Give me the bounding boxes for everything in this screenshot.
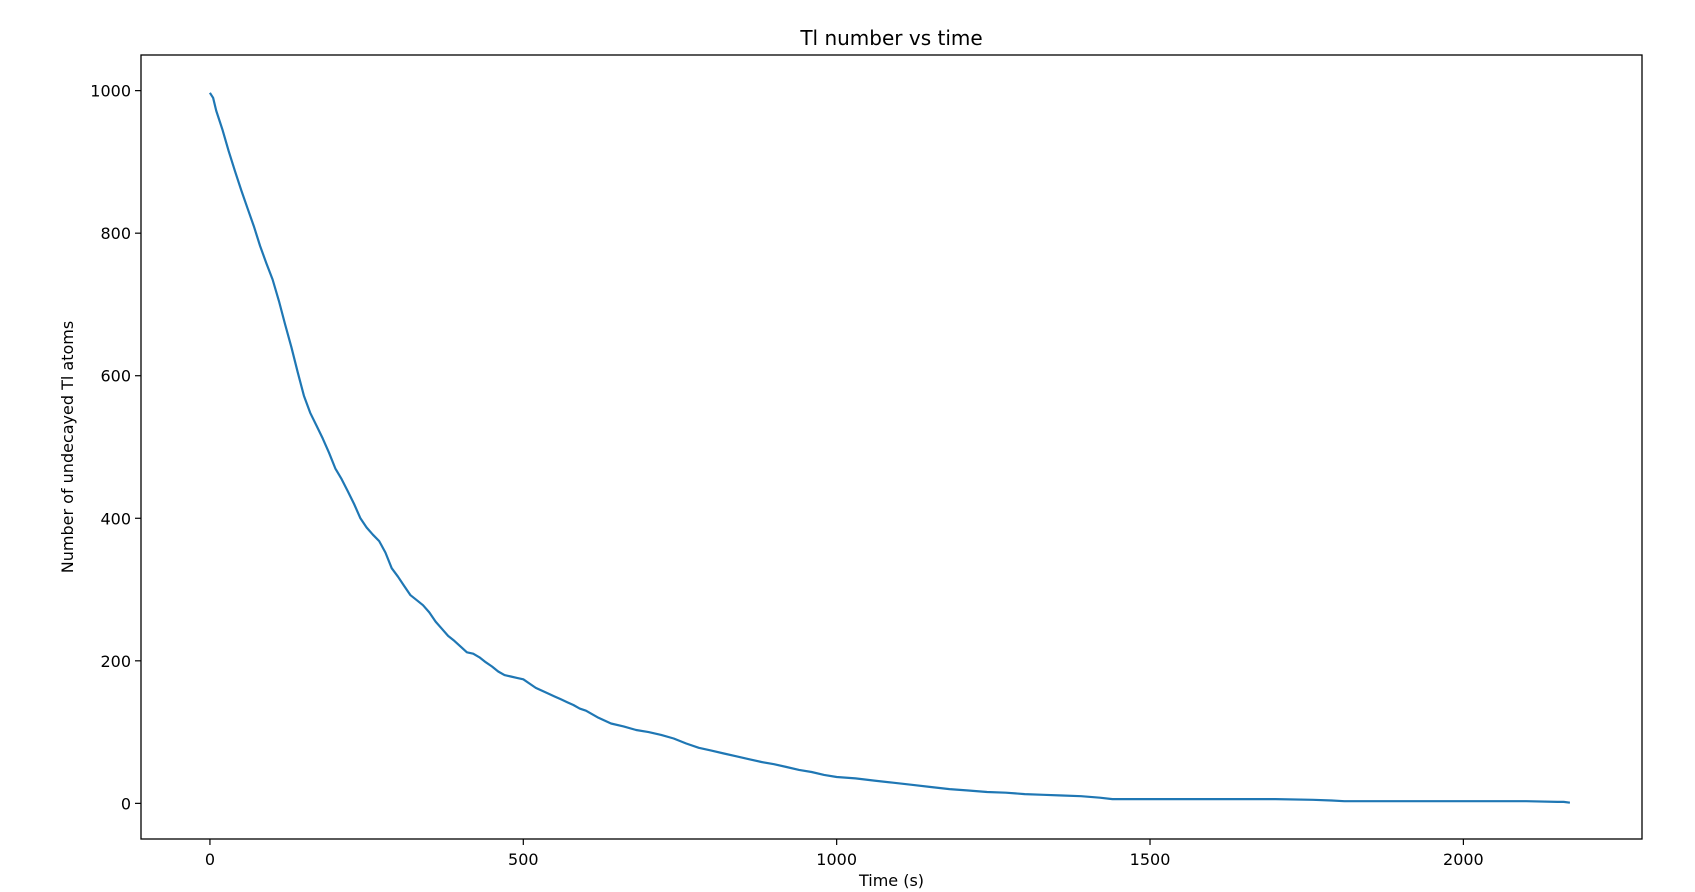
y-tick-label: 600 [100, 367, 131, 386]
y-tick-label: 1000 [90, 82, 131, 101]
y-axis-label: Number of undecayed Tl atoms [58, 321, 77, 573]
x-tick-label: 1000 [816, 850, 857, 869]
plot-area [140, 54, 1643, 840]
chart-title: Tl number vs time [799, 26, 982, 50]
x-tick-label: 1500 [1130, 850, 1171, 869]
y-tick-label: 800 [100, 224, 131, 243]
y-axis-ticks: 0 200 400 600 800 1000 [90, 82, 141, 813]
y-tick-label: 0 [121, 794, 131, 813]
y-tick-label: 200 [100, 652, 131, 671]
x-tick-label: 500 [508, 850, 539, 869]
x-tick-label: 2000 [1443, 850, 1484, 869]
y-tick-label: 400 [100, 509, 131, 528]
series-layer [208, 92, 1571, 804]
series-line-0 [208, 92, 1571, 804]
x-axis-ticks: 0 500 1000 1500 2000 [205, 839, 1484, 869]
x-tick-label: 0 [205, 850, 215, 869]
x-axis-label: Time (s) [858, 871, 924, 890]
